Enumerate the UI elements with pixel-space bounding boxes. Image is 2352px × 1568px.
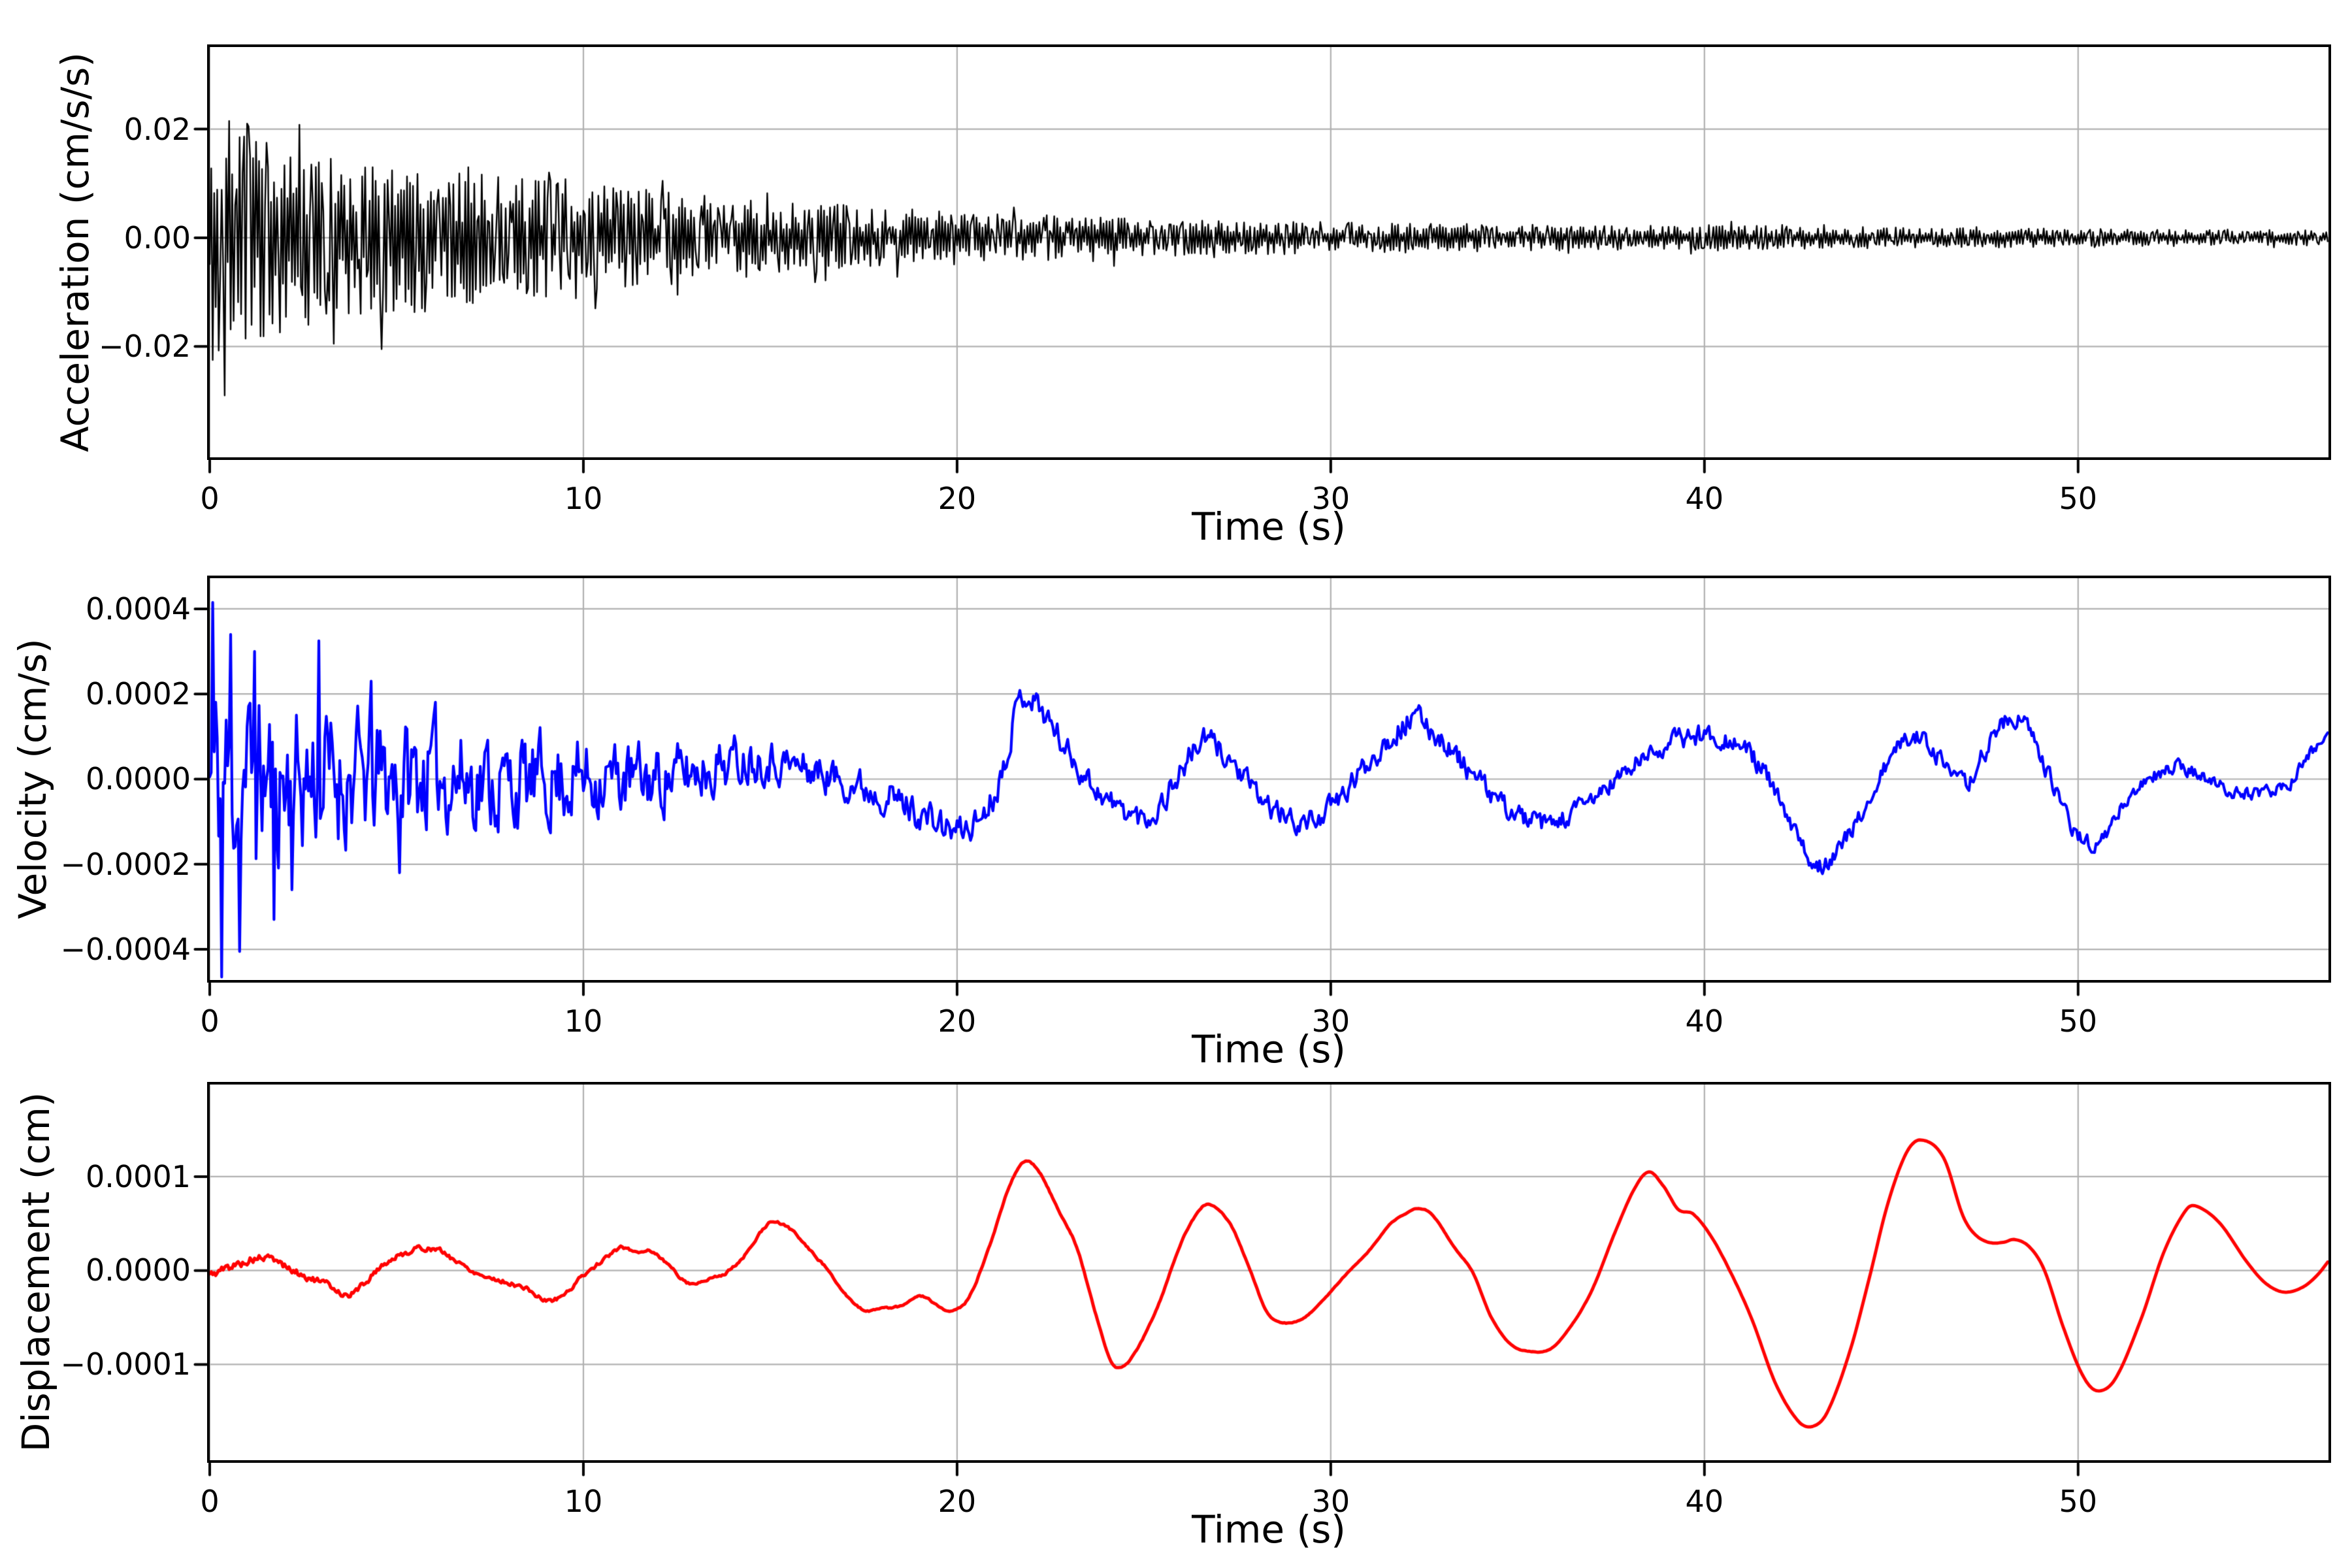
acceleration-xtick: 10 [564, 481, 603, 516]
velocity-xlabel: Time (s) [1192, 1027, 1346, 1071]
displacement-xlabel: Time (s) [1192, 1507, 1346, 1552]
velocity-panel [206, 575, 2331, 983]
acceleration-xtick: 40 [1685, 481, 1724, 516]
displacement-xtick: 40 [1685, 1484, 1724, 1519]
displacement-xtick: 50 [2059, 1484, 2098, 1519]
velocity-xtick: 30 [1311, 1004, 1350, 1039]
displacement-ytick: −0.0001 [60, 1347, 191, 1382]
acceleration-ytick: 0.00 [123, 220, 191, 255]
acceleration-xtick: 30 [1311, 481, 1350, 516]
acceleration-xtick: 0 [200, 481, 220, 516]
velocity-xtick: 40 [1685, 1004, 1724, 1039]
displacement-xtick: 20 [938, 1484, 977, 1519]
displacement-xtick: 10 [564, 1484, 603, 1519]
velocity-xtick: 50 [2059, 1004, 2098, 1039]
velocity-xtick: 0 [200, 1004, 220, 1039]
displacement-xtick: 0 [200, 1484, 220, 1519]
acceleration-xlabel: Time (s) [1192, 504, 1346, 549]
acceleration-ytick: −0.02 [99, 329, 191, 364]
displacement-ytick: 0.0000 [86, 1252, 191, 1288]
velocity-ytick: 0.0000 [86, 761, 191, 796]
acceleration-xtick: 50 [2059, 481, 2098, 516]
velocity-ytick: −0.0002 [60, 847, 191, 882]
acceleration-xtick: 20 [938, 481, 977, 516]
velocity-ytick: 0.0004 [86, 591, 191, 627]
velocity-xtick: 10 [564, 1004, 603, 1039]
velocity-ytick: 0.0002 [86, 676, 191, 711]
velocity-ytick: −0.0004 [60, 932, 191, 967]
acceleration-panel [206, 44, 2331, 460]
velocity-xtick: 20 [938, 1004, 977, 1039]
acceleration-ytick: 0.02 [123, 112, 191, 147]
displacement-xtick: 30 [1311, 1484, 1350, 1519]
displacement-ytick: 0.0001 [86, 1159, 191, 1194]
displacement-panel [206, 1081, 2331, 1463]
